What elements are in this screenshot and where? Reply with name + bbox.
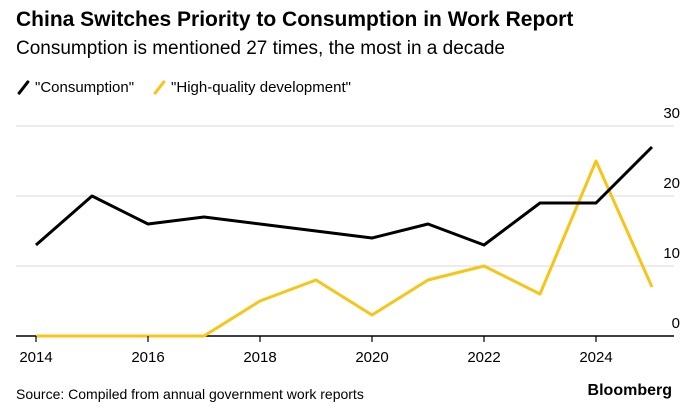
legend-label-consumption: "Consumption"	[35, 79, 135, 96]
legend: "Consumption" "High-quality development"	[16, 79, 369, 96]
legend-label-hqd: "High-quality development"	[171, 79, 351, 96]
legend-item-consumption: "Consumption"	[16, 79, 134, 96]
gridlines	[16, 125, 674, 337]
y-tick-labels: 0 10 20 30	[663, 105, 680, 332]
chart-subtitle: Consumption is mentioned 27 times, the m…	[16, 38, 505, 59]
x-tick-label: 2020	[355, 349, 388, 366]
y-tick-label: 0	[672, 315, 680, 332]
bloomberg-logo: Bloomberg	[587, 382, 672, 399]
x-tick-label: 2014	[19, 349, 52, 366]
x-tick-labels: 2014 2016 2018 2020 2022 2024	[19, 336, 613, 366]
y-tick-label: 30	[663, 105, 680, 122]
series-line-hqd	[36, 159, 654, 338]
legend-item-hqd: "High-quality development"	[152, 79, 351, 96]
x-tick-label: 2018	[243, 349, 276, 366]
series-line-consumption	[35, 145, 654, 247]
chart-title: China Switches Priority to Consumption i…	[16, 8, 574, 31]
x-tick-label: 2016	[131, 349, 164, 366]
source-note: Source: Compiled from annual government …	[16, 386, 364, 402]
series-lines	[35, 145, 654, 338]
x-tick-label: 2022	[467, 349, 500, 366]
y-tick-label: 10	[663, 245, 680, 262]
y-tick-label: 20	[663, 175, 680, 192]
x-tick-label: 2024	[579, 349, 612, 366]
